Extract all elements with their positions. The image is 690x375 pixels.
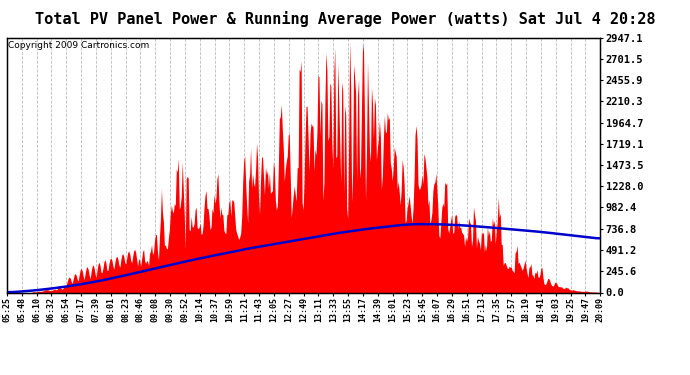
Text: Copyright 2009 Cartronics.com: Copyright 2009 Cartronics.com [8,41,149,50]
Text: Total PV Panel Power & Running Average Power (watts) Sat Jul 4 20:28: Total PV Panel Power & Running Average P… [34,11,655,27]
